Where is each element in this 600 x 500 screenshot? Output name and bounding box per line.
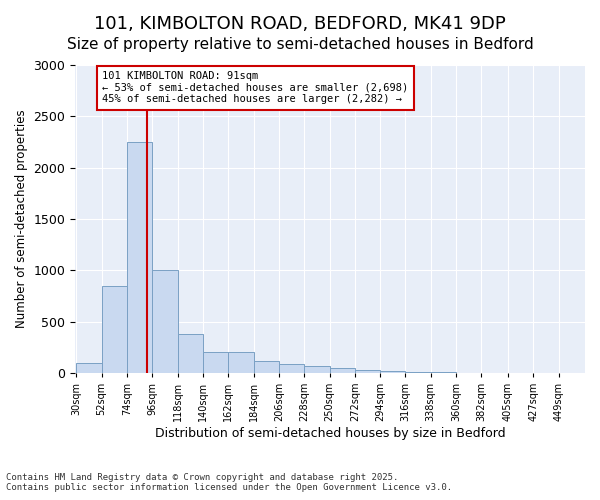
Bar: [279, 364, 304, 373]
Bar: [203, 352, 228, 373]
X-axis label: Distribution of semi-detached houses by size in Bedford: Distribution of semi-detached houses by …: [155, 427, 505, 440]
Bar: [76, 362, 101, 373]
Bar: [152, 270, 178, 373]
Bar: [380, 371, 406, 373]
Bar: [101, 286, 127, 373]
Bar: [431, 372, 456, 373]
Bar: [228, 352, 254, 373]
Text: 101 KIMBOLTON ROAD: 91sqm
← 53% of semi-detached houses are smaller (2,698)
45% : 101 KIMBOLTON ROAD: 91sqm ← 53% of semi-…: [102, 71, 409, 104]
Bar: [127, 142, 152, 373]
Bar: [254, 361, 279, 373]
Bar: [304, 366, 329, 373]
Text: Contains HM Land Registry data © Crown copyright and database right 2025.
Contai: Contains HM Land Registry data © Crown c…: [6, 473, 452, 492]
Text: 101, KIMBOLTON ROAD, BEDFORD, MK41 9DP: 101, KIMBOLTON ROAD, BEDFORD, MK41 9DP: [94, 15, 506, 33]
Y-axis label: Number of semi-detached properties: Number of semi-detached properties: [15, 110, 28, 328]
Text: Size of property relative to semi-detached houses in Bedford: Size of property relative to semi-detach…: [67, 38, 533, 52]
Bar: [355, 370, 380, 373]
Bar: [406, 372, 431, 373]
Bar: [178, 334, 203, 373]
Bar: [329, 368, 355, 373]
